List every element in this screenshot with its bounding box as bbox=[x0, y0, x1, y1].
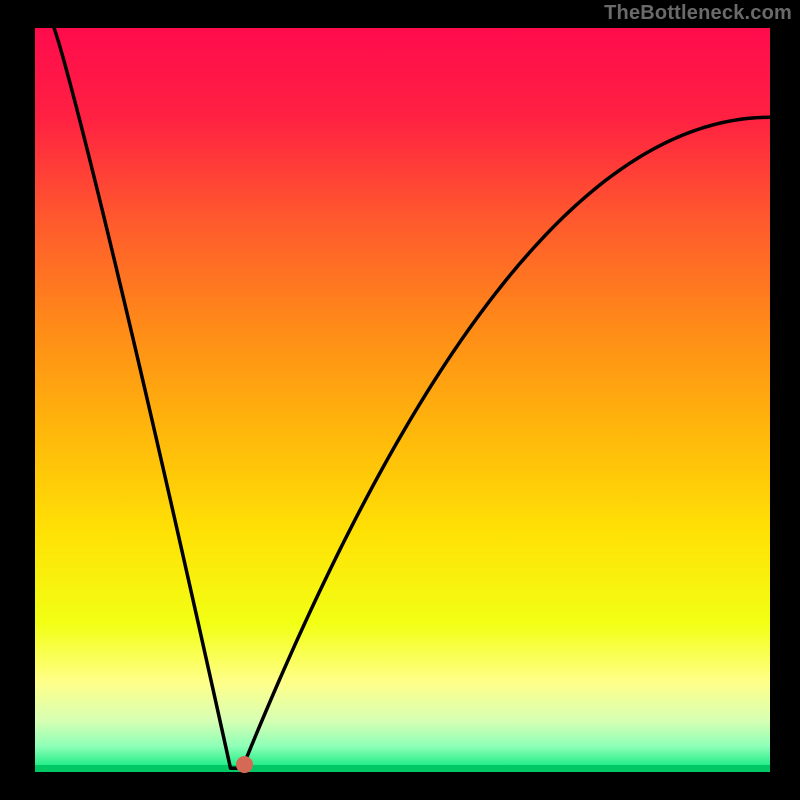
chart-canvas: TheBottleneck.com bbox=[0, 0, 800, 800]
curve-layer bbox=[35, 28, 770, 772]
plot-area bbox=[35, 28, 770, 772]
optimal-point-marker bbox=[236, 756, 253, 773]
bottleneck-curve bbox=[54, 28, 770, 768]
watermark-text: TheBottleneck.com bbox=[604, 2, 792, 25]
